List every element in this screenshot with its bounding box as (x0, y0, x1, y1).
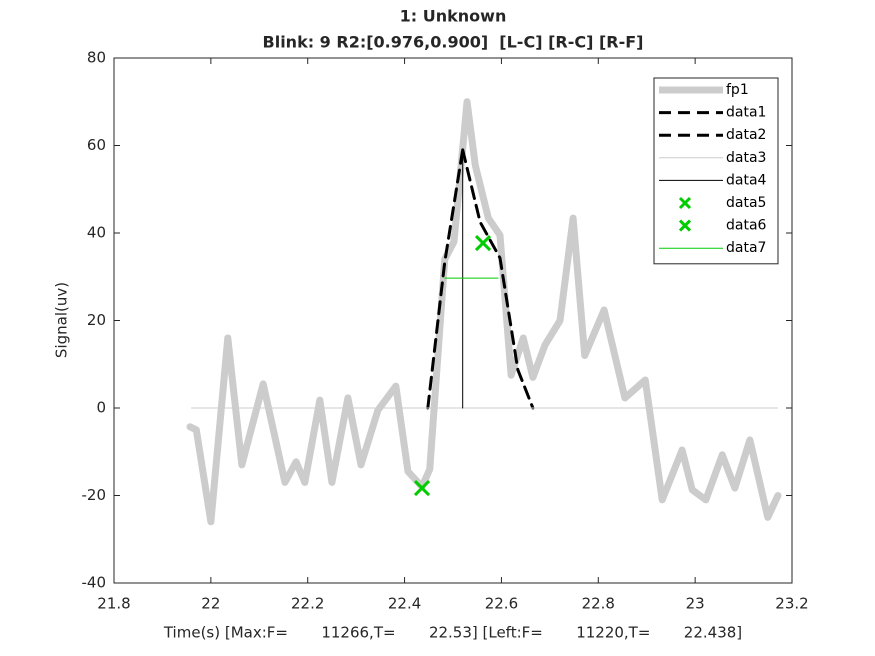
legend: fp1 data1 data2 data3 data4 data5 data6 data7 (653, 77, 779, 265)
x-tick-label: 22.6 (485, 595, 518, 613)
y-tick-label: 20 (87, 311, 106, 329)
y-tick-label: 80 (87, 49, 106, 67)
y-axis-label: Signal(uv) (53, 282, 71, 358)
series-line (461, 148, 535, 410)
y-tick-label: -20 (82, 486, 107, 504)
legend-label: data7 (726, 240, 766, 256)
legend-box (653, 77, 779, 265)
legend-label: data5 (726, 195, 766, 211)
series-line (426, 148, 465, 410)
series-line (186, 98, 782, 526)
legend-symbol (678, 219, 692, 232)
x-tick-label: 23.2 (775, 595, 808, 613)
legend-label: data3 (726, 150, 766, 166)
legend-label: data6 (726, 218, 767, 234)
legend-label: fp1 (726, 82, 749, 98)
chart-title: 1: Unknown (400, 7, 507, 26)
legend-label: data1 (726, 105, 766, 121)
x-tick-label: 21.8 (97, 595, 130, 613)
x-tick-label: 22.2 (291, 595, 324, 613)
x-tick-label: 22.4 (388, 595, 421, 613)
chart-subtitle: Blink: 9 R2:[0.976,0.900] [L-C] [R-C] [R… (263, 33, 644, 52)
legend-symbol (678, 196, 692, 210)
y-tick-label: 60 (87, 136, 106, 154)
legend-label: data2 (726, 127, 766, 143)
legend-label: data4 (726, 172, 767, 188)
marker (413, 480, 431, 497)
x-tick-label: 23 (686, 595, 705, 613)
y-tick-label: 0 (96, 399, 106, 417)
marker (474, 235, 492, 252)
y-tick-label: -40 (82, 574, 107, 592)
x-tick-label: 22 (201, 595, 220, 613)
x-tick-label: 22.8 (582, 595, 615, 613)
x-axis-label: Time(s) [Max:F= 11266,T= 22.53] [Left:F=… (163, 624, 742, 642)
y-tick-label: 40 (87, 224, 106, 242)
